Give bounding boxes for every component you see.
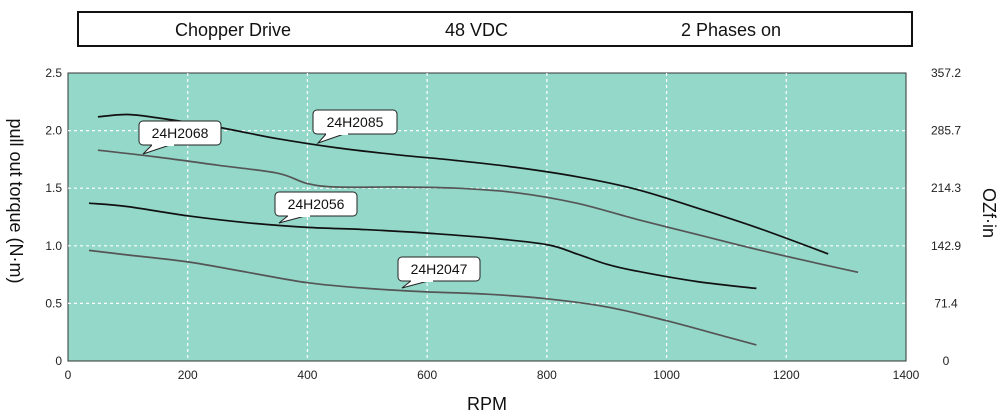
y-tick-label-right: 142.9 — [931, 239, 961, 253]
x-tick-label: 400 — [297, 368, 317, 382]
series-line-24H2085 — [97, 113, 829, 255]
callout-24H2056: 24H2056 — [274, 191, 358, 224]
callout-box — [138, 120, 222, 146]
phases-label: 2 Phases on — [681, 20, 782, 40]
y-tick-labels-right: 0 71.4 142.9 214.3 285.7 357.2 — [931, 66, 961, 368]
callout-box — [312, 109, 398, 135]
voltage-label: 48 VDC — [445, 20, 509, 40]
callout-24H2085: 24H2085 — [312, 109, 398, 145]
series-callouts: 24H2085 24H2068 24H2056 24H2047 — [138, 109, 481, 289]
callout-joint — [288, 213, 310, 217]
drive-type-label: Chopper Drive — [175, 20, 292, 40]
callout-label: 24H2085 — [327, 114, 384, 130]
series-line-24H2068 — [97, 149, 859, 274]
callout-joint — [411, 278, 433, 282]
y-tick-label-left: 2.5 — [45, 66, 62, 80]
callout-box — [274, 191, 358, 217]
x-tick-label: 200 — [178, 368, 198, 382]
series-line-24H2047 — [88, 249, 757, 346]
y-tick-label-left: 0 — [55, 354, 62, 368]
x-tick-label: 600 — [417, 368, 437, 382]
y-tick-label-right: 357.2 — [931, 66, 961, 80]
x-tick-label: 1200 — [773, 368, 800, 382]
x-axis-label: RPM — [467, 394, 507, 414]
callout-24H2047: 24H2047 — [397, 256, 481, 289]
y-tick-label-left: 2.0 — [45, 124, 62, 138]
series-line-24H2056 — [88, 202, 757, 290]
callout-24H2068: 24H2068 — [138, 120, 222, 155]
series-lines — [88, 113, 859, 346]
callout-joint — [326, 131, 348, 135]
x-tick-label: 800 — [537, 368, 557, 382]
callout-label: 24H2047 — [411, 261, 468, 277]
callout-box — [397, 256, 481, 282]
x-tick-label: 1400 — [893, 368, 920, 382]
y-tick-labels-left: 0 0.5 1.0 1.5 2.0 2.5 — [45, 66, 62, 368]
x-tick-labels: 0 200 400 600 800 1000 1200 1400 — [65, 368, 920, 382]
x-tick-label: 0 — [65, 368, 72, 382]
y-tick-label-left: 0.5 — [45, 296, 62, 310]
y-tick-label-left: 1.5 — [45, 181, 62, 195]
y-tick-label-right: 214.3 — [931, 181, 961, 195]
y-axis-label-right: OZf·in — [979, 188, 999, 238]
chart-header-box: Chopper Drive 48 VDC 2 Phases on — [77, 11, 913, 47]
y-tick-label-right: 285.7 — [931, 124, 961, 138]
callout-label: 24H2068 — [152, 125, 209, 141]
callout-label: 24H2056 — [288, 196, 345, 212]
y-tick-label-left: 1.0 — [45, 239, 62, 253]
x-tick-label: 1000 — [653, 368, 680, 382]
y-tick-label-right: 71.4 — [934, 296, 958, 310]
y-axis-label-left: pull out torque (N·m) — [6, 118, 26, 283]
y-tick-label-right: 0 — [943, 354, 950, 368]
callout-joint — [152, 142, 174, 146]
